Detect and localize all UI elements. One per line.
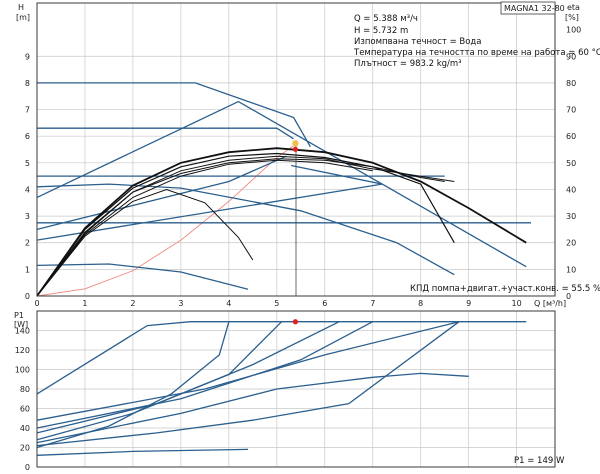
- p1-tick-label: 60: [20, 405, 30, 414]
- x-tick-label: 9: [466, 299, 471, 308]
- bottom-plot-curves: [36, 319, 527, 456]
- y2-tick-label: 10: [566, 265, 576, 274]
- bottom-plot-frame: [36, 310, 556, 468]
- pump-curve: [36, 155, 287, 231]
- info-line-liquid: Изпомпвана течност = Вода: [354, 37, 482, 47]
- y-tick-label: 4: [25, 185, 30, 194]
- x-tick-label: 1: [82, 299, 87, 308]
- power-curve: [36, 321, 374, 429]
- p1-axis-unit: [W]: [14, 320, 28, 329]
- efficiency-curve: [36, 188, 254, 297]
- pump-curve: [36, 100, 527, 268]
- power-note: P1 = 149 W: [514, 456, 565, 466]
- y-tick-label: 2: [25, 239, 30, 248]
- x-tick-label: 3: [178, 299, 183, 308]
- y-axis-unit: [m]: [16, 13, 30, 22]
- y2-tick-label: 0: [566, 292, 571, 301]
- y2-tick-label: 90: [566, 52, 576, 61]
- title-box: MAGNA1 32-80: [500, 1, 565, 15]
- p1-tick-label: 120: [15, 346, 30, 355]
- chart-title: MAGNA1 32-80: [504, 4, 565, 13]
- x-tick-label: 4: [226, 299, 231, 308]
- y2-axis-label: eta: [567, 3, 580, 12]
- power-operating-point-marker: [292, 319, 299, 325]
- y-tick-label: 5: [25, 159, 30, 168]
- power-curve: [36, 321, 527, 395]
- power-curve: [36, 321, 460, 447]
- info-line-density: Плътност = 983.2 kg/m³: [354, 59, 462, 69]
- efficiency-curve: [36, 159, 373, 297]
- y-tick-label: 9: [25, 52, 30, 61]
- y2-tick-label: 20: [566, 239, 576, 248]
- bottom-plot-ticks: 0 20 40 60 80 100 120 140: [15, 327, 30, 473]
- y2-tick-label: 100: [566, 26, 581, 35]
- pump-curve: [36, 183, 455, 276]
- efficiency-curve: [36, 152, 455, 297]
- y-tick-label: 6: [25, 132, 30, 141]
- operating-point-marker: [292, 140, 299, 147]
- x-tick-label: 8: [418, 299, 423, 308]
- efficiency-note: КПД помпа+двигат.+участ.конв. = 55.5 %: [410, 284, 600, 294]
- x-axis-unit-label: Q [м³/h]: [534, 299, 566, 308]
- x-tick-label: 7: [370, 299, 375, 308]
- info-line-head: H = 5.732 m: [354, 26, 408, 36]
- y2-tick-label: 70: [566, 106, 576, 115]
- info-line-flow: Q = 5.388 м³/ч: [354, 14, 418, 24]
- pump-curve: [36, 263, 249, 290]
- power-curve: [36, 321, 283, 441]
- power-curve: [36, 448, 249, 456]
- y-tick-label: 0: [25, 292, 30, 301]
- efficiency-curve: [36, 147, 527, 297]
- pump-curve: [36, 164, 383, 241]
- y2-tick-label: 40: [566, 185, 576, 194]
- x-tick-label: 2: [130, 299, 135, 308]
- efficiency-curve: [36, 158, 445, 297]
- p1-axis-label: P1: [14, 311, 24, 320]
- p1-tick-label: 0: [25, 463, 30, 472]
- x-tick-label: 10: [512, 299, 522, 308]
- info-box: Q = 5.388 м³/ч H = 5.732 m Изпомпвана те…: [353, 14, 600, 69]
- operating-point-marker: [292, 146, 299, 152]
- y-axis-label: H: [18, 3, 24, 12]
- y2-tick-label: 60: [566, 132, 576, 141]
- x-tick-label: 0: [34, 299, 39, 308]
- y-tick-label: 3: [25, 212, 30, 221]
- power-curve: [36, 321, 460, 421]
- power-curve: [36, 372, 469, 444]
- p1-tick-label: 100: [15, 366, 30, 375]
- power-curve: [36, 321, 340, 434]
- y2-tick-label: 50: [566, 159, 576, 168]
- p1-tick-label: 140: [15, 327, 30, 336]
- x-tick-label: 5: [274, 299, 279, 308]
- p1-tick-label: 40: [20, 424, 30, 433]
- efficiency-curve: [36, 155, 455, 297]
- pump-curve: [37, 82, 311, 148]
- y2-tick-label: 80: [566, 79, 576, 88]
- top-plot-frame: [36, 2, 556, 297]
- pump-curve: [37, 127, 294, 140]
- info-line-temperature: Температура на течността по време на раб…: [353, 48, 600, 58]
- y2-axis-unit: [%]: [565, 13, 579, 22]
- system-curve: [36, 143, 297, 297]
- x-tick-label: 6: [322, 299, 327, 308]
- top-plot-curves: [36, 82, 531, 297]
- y2-tick-label: 30: [566, 212, 576, 221]
- y-tick-label: 8: [25, 79, 30, 88]
- y-tick-label: 7: [25, 106, 30, 115]
- bottom-plot-grid: [36, 311, 555, 468]
- p1-tick-label: 80: [20, 385, 30, 394]
- p1-tick-label: 20: [20, 444, 30, 453]
- y-tick-label: 1: [25, 265, 30, 274]
- top-plot-ticks: 0 1 2 3 4 5 6 7 8 9 100123456789010203040506070809…: [25, 26, 581, 308]
